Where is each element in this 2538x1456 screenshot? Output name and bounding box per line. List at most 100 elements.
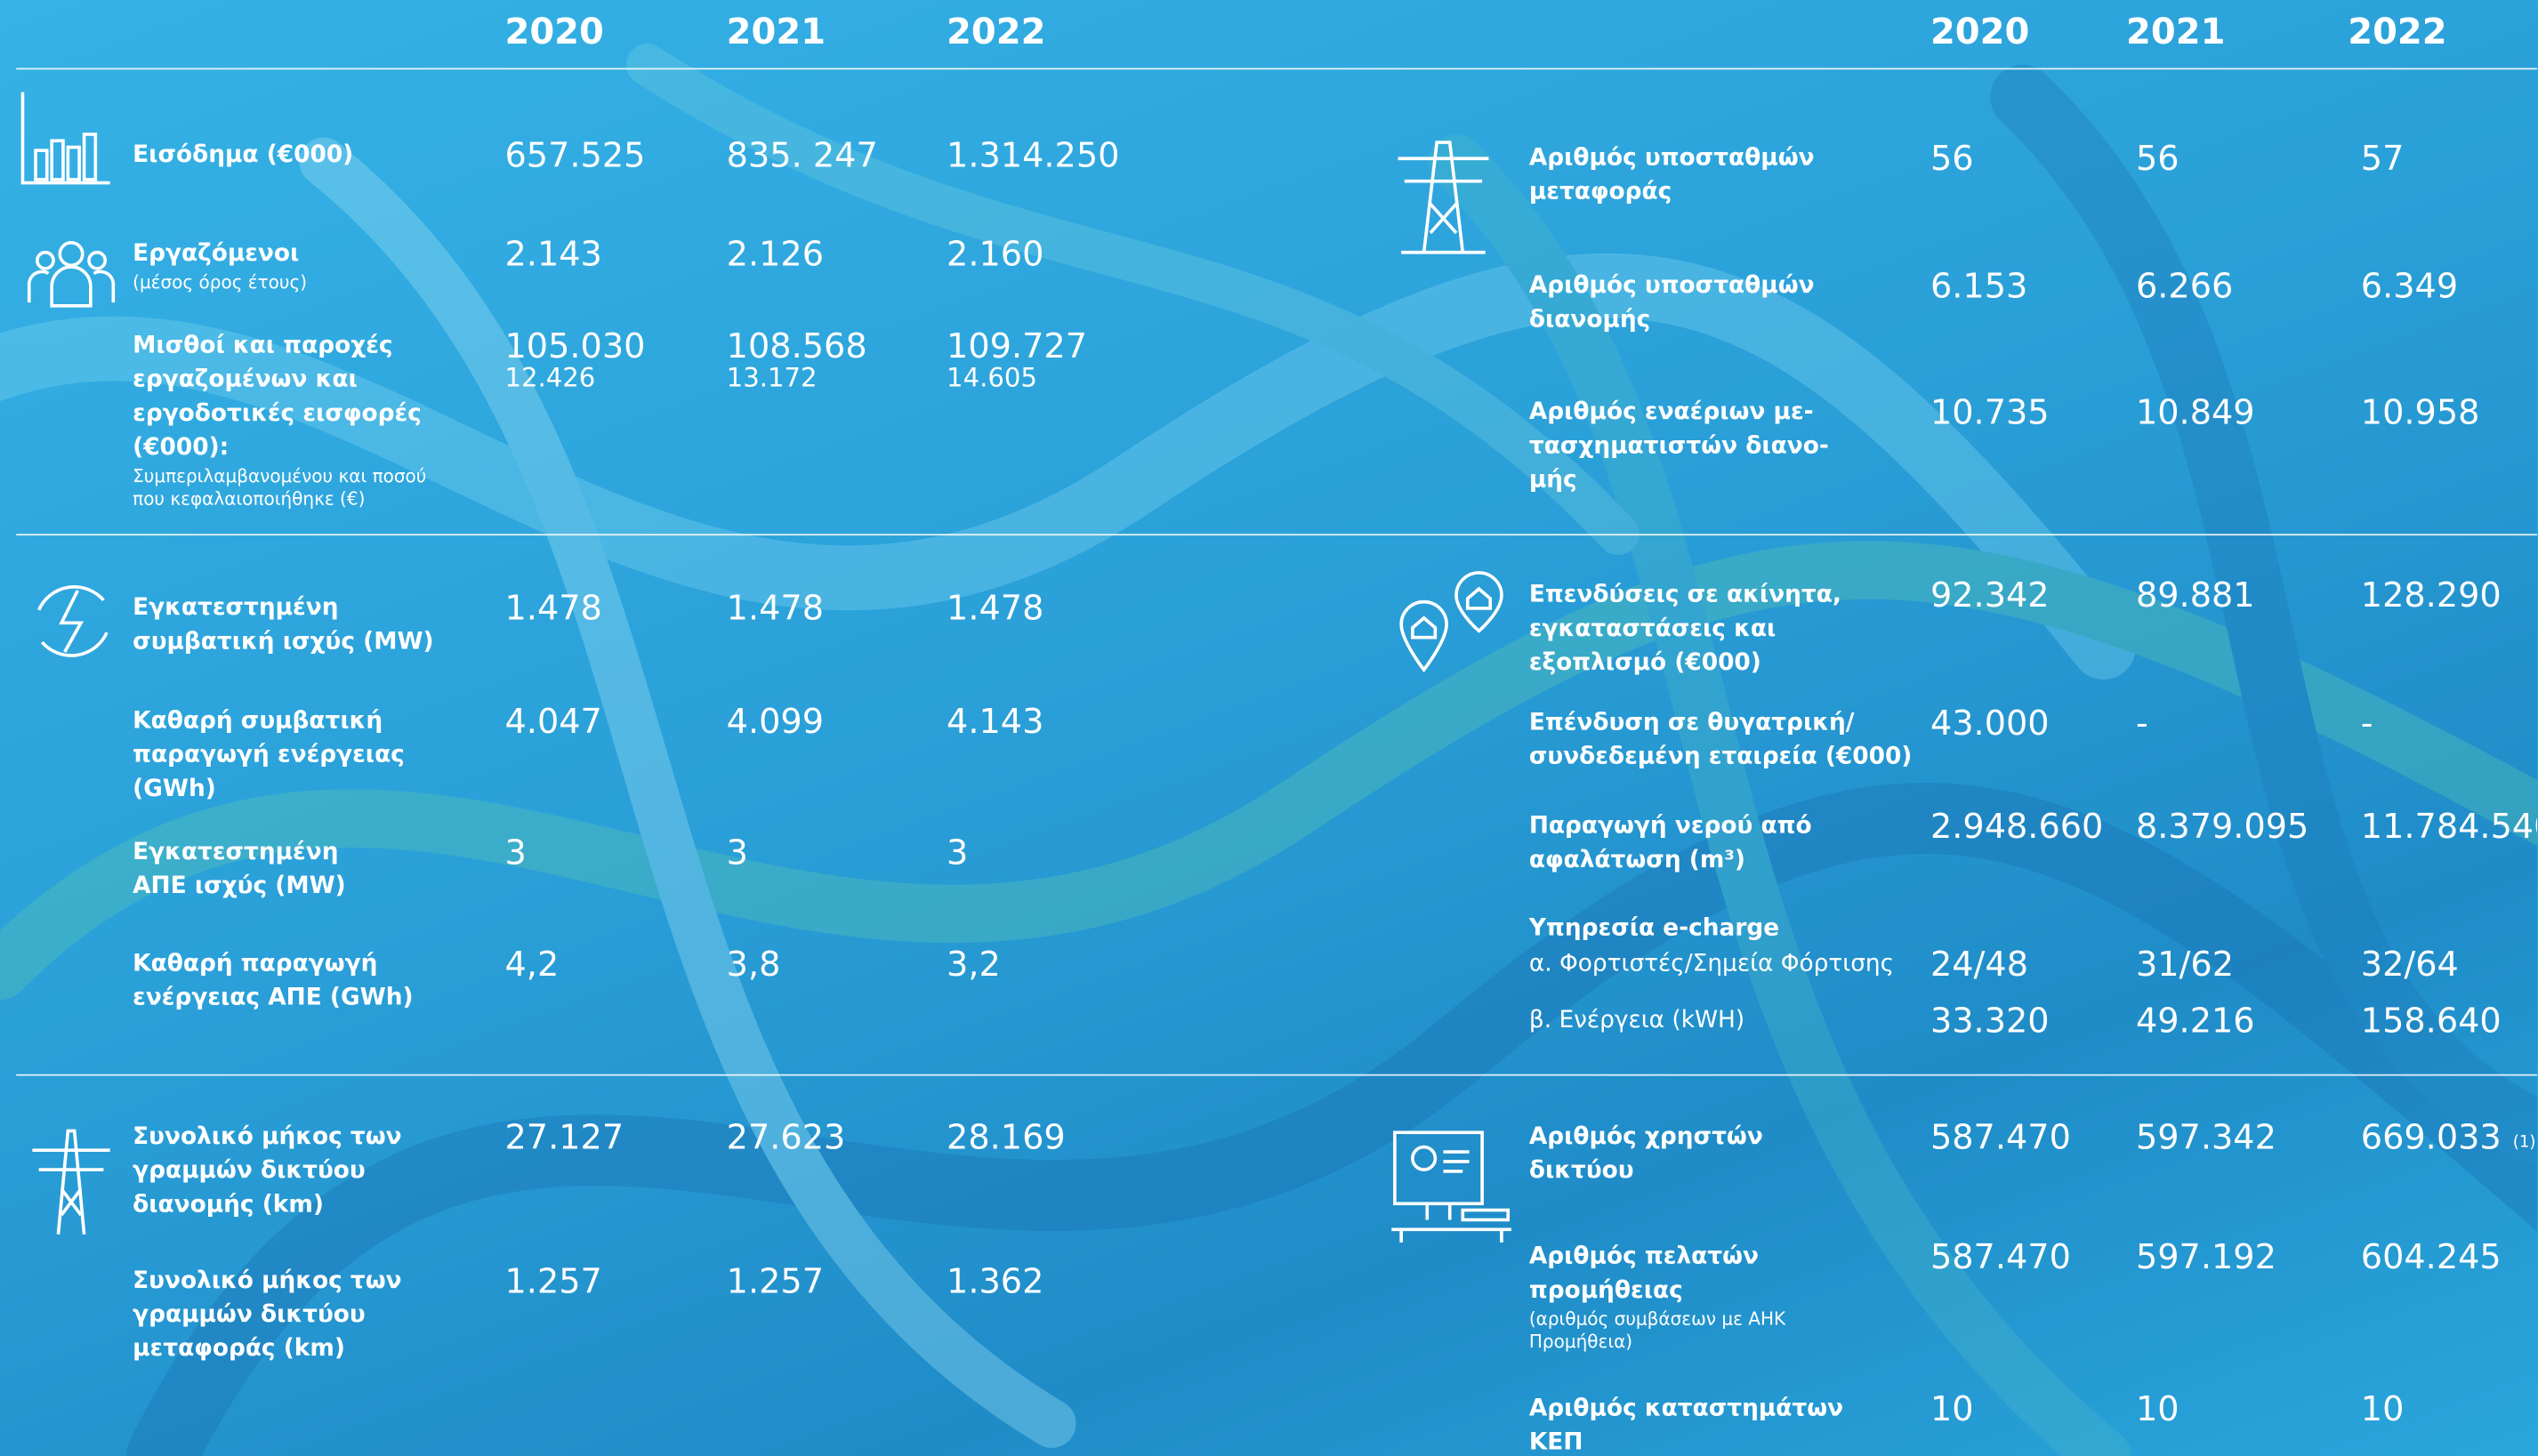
row-label: Εργαζόμενοι (133, 241, 300, 268)
row-label: Αριθμός υποσταθμών (1528, 145, 1815, 172)
year-header: 2020 (1930, 12, 2030, 54)
row-label: Συνολικό μήκος των (133, 1268, 402, 1295)
row-label: εγκαταστάσεις και (1528, 616, 1777, 643)
row-label: διανομής (km) (133, 1192, 324, 1219)
value: 56 (1930, 139, 1974, 179)
row-label: εξοπλισμό (€000) (1528, 650, 1761, 677)
row-label: μεταφοράς (1528, 179, 1672, 206)
item-label: β. Ενέργεια (kWH) (1528, 1008, 1745, 1034)
property-icon (1399, 571, 1503, 672)
value: 89.881 (2135, 575, 2255, 615)
row-label: παραγωγή ενέργειας (133, 742, 405, 768)
value: 43.000 (1930, 704, 2050, 743)
value: - (2135, 704, 2148, 743)
value: 1.478 (726, 589, 825, 628)
row-label: τασχηματιστών διανο- (1528, 433, 1829, 460)
row-label: Παραγωγή νερού από (1528, 813, 1812, 841)
row-label: μεταφοράς (km) (133, 1336, 345, 1363)
value: 1.257 (726, 1261, 825, 1301)
value: - (2360, 704, 2373, 743)
row-label: ΑΠΕ ισχύς (MW) (133, 873, 346, 900)
year-header: 2021 (726, 12, 826, 54)
row-sublabel: (αριθμός συμβάσεων με ΑΗΚ (1528, 1308, 1786, 1331)
value: 4,2 (504, 945, 560, 984)
value: 109.727 (947, 326, 1088, 366)
row-label: Εισόδημα (€000) (133, 142, 354, 169)
value: 1.314.250 (947, 135, 1120, 175)
value: 2.160 (947, 234, 1044, 274)
row-label: προμήθειας (1528, 1277, 1683, 1305)
value: 32/64 (2360, 945, 2459, 984)
value: 669.033 (2360, 1117, 2502, 1157)
transmission-tower-icon (1398, 141, 1489, 254)
value: 28.169 (947, 1117, 1066, 1157)
value: 56 (2135, 139, 2179, 179)
value: 27.127 (504, 1117, 624, 1157)
value: 4.047 (504, 702, 602, 742)
row-label: Καθαρή συμβατική (133, 708, 383, 735)
row-label: ΚΕΠ (1528, 1429, 1583, 1456)
value: 597.192 (2135, 1237, 2276, 1277)
year-header: 2020 (504, 12, 604, 54)
value: 8.379.095 (2135, 807, 2309, 847)
row-label: εργοδοτικές εισφορές (133, 401, 422, 428)
value: 3 (947, 833, 969, 873)
value: 49.216 (2135, 1001, 2255, 1041)
row-label: γραμμών δικτύου (133, 1302, 366, 1329)
value: 587.470 (1930, 1117, 2071, 1157)
row-label: ενέργειας ΑΠΕ (GWh) (133, 985, 414, 1011)
value: 1.478 (947, 589, 1044, 628)
value: 10 (2360, 1389, 2405, 1429)
year-header: 2021 (2126, 12, 2226, 54)
sub-value: 12.426 (504, 362, 596, 393)
row-label: (€000): (133, 435, 230, 462)
employees-icon (27, 241, 116, 308)
row-label: Επένδυση σε θυγατρική/ (1528, 710, 1855, 736)
row-label: Καθαρή παραγωγή (133, 951, 378, 977)
row-sublabel: Συμπεριλαμβανομένου και ποσού (133, 465, 427, 487)
value: 3 (726, 833, 749, 873)
value: 27.623 (726, 1117, 846, 1157)
value: 10.958 (2360, 392, 2480, 432)
value: 4.099 (726, 702, 825, 742)
row-label: Εγκατεστημένη (133, 595, 339, 622)
computer-icon (1391, 1130, 1511, 1243)
value: 604.245 (2360, 1237, 2502, 1277)
value: 1.478 (504, 589, 602, 628)
row-label: Μισθοί και παροχές (133, 333, 393, 359)
value: 128.290 (2360, 575, 2502, 615)
value: 24/48 (1930, 945, 2029, 984)
value: 657.525 (504, 135, 646, 175)
row-label: συμβατική ισχύς (MW) (133, 629, 434, 656)
section-rule (16, 1074, 2538, 1076)
value: 4.143 (947, 702, 1044, 742)
row-label: Αριθμός χρηστών (1528, 1124, 1763, 1151)
row-label: δικτύου (1528, 1158, 1634, 1185)
row-label: μής (1528, 467, 1577, 494)
value: 3,8 (726, 945, 781, 984)
value: 835. 247 (726, 135, 878, 175)
row-label: Εγκατεστημένη (133, 840, 339, 866)
row-sublabel: (μέσος όρος έτους) (133, 271, 308, 294)
value: 6.349 (2360, 267, 2459, 306)
row-label: Επενδύσεις σε ακίνητα, (1528, 582, 1841, 608)
value: 108.568 (726, 326, 867, 366)
value: 11.784.540 (2360, 807, 2538, 847)
row-label: συνδεδεμένη εταιρεία (€000) (1528, 744, 1913, 770)
value: 3 (504, 833, 527, 873)
footnote-marker: (1) (2512, 1134, 2536, 1153)
value: 10 (2135, 1389, 2179, 1429)
value: 1.362 (947, 1261, 1044, 1301)
row-label: Υπηρεσία e-charge (1528, 915, 1780, 942)
value: 10.849 (2135, 392, 2255, 432)
value: 1.257 (504, 1261, 602, 1301)
distribution-tower-icon (32, 1129, 110, 1235)
value: 2.948.660 (1930, 807, 2104, 847)
value: 3,2 (947, 945, 1001, 984)
income-icon (20, 92, 110, 185)
sub-value: 13.172 (726, 362, 818, 393)
value: 158.640 (2360, 1001, 2502, 1041)
